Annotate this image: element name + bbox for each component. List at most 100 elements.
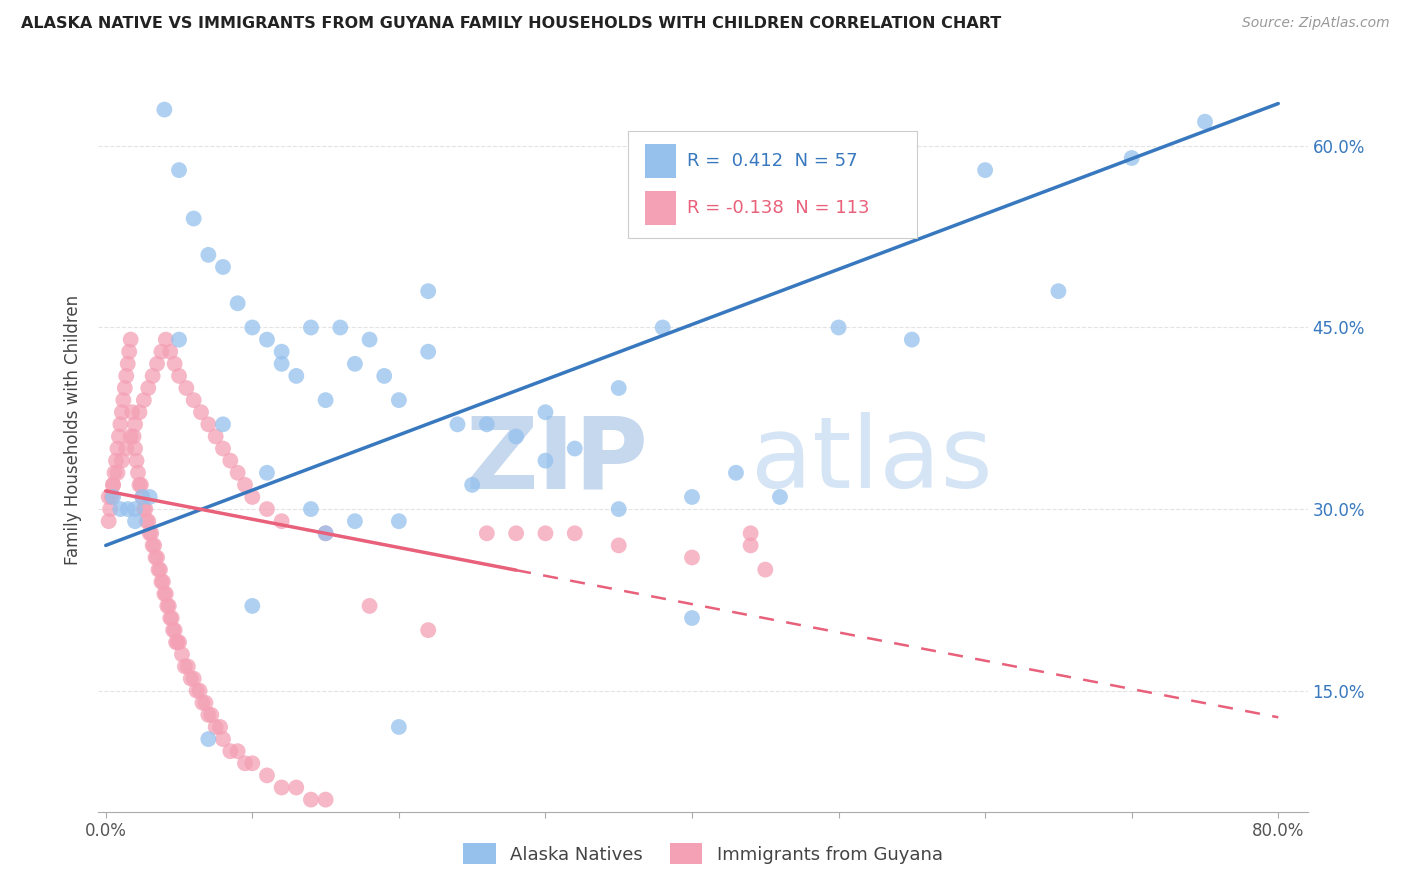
- Point: [315, 792, 337, 806]
- Point: [114, 381, 136, 395]
- Point: [146, 550, 169, 565]
- Point: [117, 357, 139, 371]
- Point: [204, 429, 226, 443]
- Point: [188, 683, 211, 698]
- Point: [132, 393, 155, 408]
- Point: [142, 368, 165, 383]
- Point: [115, 368, 138, 383]
- Point: [285, 368, 308, 383]
- Point: [155, 587, 177, 601]
- Point: [127, 466, 149, 480]
- Point: [388, 720, 411, 734]
- Point: [534, 526, 557, 541]
- Point: [1194, 114, 1216, 128]
- Point: [256, 466, 278, 480]
- Point: [299, 792, 322, 806]
- Y-axis label: Family Households with Children: Family Households with Children: [65, 295, 83, 566]
- Point: [115, 442, 138, 456]
- Point: [176, 381, 198, 395]
- Point: [461, 478, 484, 492]
- Point: [177, 659, 200, 673]
- Point: [159, 344, 181, 359]
- Point: [418, 284, 440, 298]
- Point: [163, 623, 186, 637]
- Point: [418, 344, 440, 359]
- Point: [534, 405, 557, 419]
- Point: [152, 574, 174, 589]
- Point: [124, 514, 146, 528]
- Point: [157, 599, 180, 613]
- Point: [138, 490, 160, 504]
- Point: [505, 526, 527, 541]
- Point: [233, 756, 256, 771]
- Point: [1121, 151, 1143, 165]
- Point: [135, 514, 157, 528]
- Point: [901, 333, 924, 347]
- Point: [183, 393, 205, 408]
- Point: [183, 211, 205, 226]
- Point: [740, 526, 762, 541]
- Point: [212, 260, 235, 274]
- Point: [136, 381, 159, 395]
- Point: [226, 744, 249, 758]
- Point: [1047, 284, 1070, 298]
- Point: [97, 490, 120, 504]
- Point: [162, 623, 184, 637]
- Point: [160, 611, 183, 625]
- Point: [166, 635, 188, 649]
- Point: [128, 405, 150, 419]
- Point: [388, 393, 411, 408]
- Point: [163, 357, 186, 371]
- Point: [124, 417, 146, 432]
- Point: [190, 405, 212, 419]
- Point: [153, 103, 176, 117]
- Point: [299, 320, 322, 334]
- Point: [681, 550, 703, 565]
- Point: [143, 538, 166, 552]
- Point: [534, 453, 557, 467]
- Point: [134, 502, 156, 516]
- Point: [270, 780, 292, 795]
- Point: [197, 707, 219, 722]
- Point: [446, 417, 468, 432]
- Point: [212, 417, 235, 432]
- Point: [174, 659, 197, 673]
- Point: [117, 502, 139, 516]
- Point: [124, 442, 146, 456]
- Point: [156, 599, 179, 613]
- Point: [167, 163, 190, 178]
- Point: [505, 429, 527, 443]
- Point: [97, 514, 120, 528]
- Point: [132, 502, 155, 516]
- Point: [359, 333, 381, 347]
- Point: [183, 672, 205, 686]
- Point: [108, 429, 131, 443]
- Point: [212, 442, 235, 456]
- Point: [110, 417, 132, 432]
- Point: [827, 320, 849, 334]
- Point: [136, 514, 159, 528]
- Point: [146, 357, 169, 371]
- Point: [191, 696, 214, 710]
- Point: [167, 333, 190, 347]
- Point: [197, 248, 219, 262]
- Point: [153, 587, 176, 601]
- Point: [165, 635, 187, 649]
- Point: [240, 756, 263, 771]
- Point: [101, 490, 124, 504]
- Point: [129, 478, 152, 492]
- Point: [209, 720, 232, 734]
- Point: [107, 442, 129, 456]
- Text: atlas: atlas: [751, 412, 993, 509]
- Point: [212, 732, 235, 747]
- Point: [343, 357, 366, 371]
- Point: [233, 478, 256, 492]
- Point: [256, 502, 278, 516]
- Point: [651, 320, 673, 334]
- Point: [270, 344, 292, 359]
- Point: [121, 405, 143, 419]
- Point: [148, 563, 170, 577]
- Point: [724, 466, 747, 480]
- Text: ALASKA NATIVE VS IMMIGRANTS FROM GUYANA FAMILY HOUSEHOLDS WITH CHILDREN CORRELAT: ALASKA NATIVE VS IMMIGRANTS FROM GUYANA …: [21, 16, 1001, 31]
- Point: [197, 417, 219, 432]
